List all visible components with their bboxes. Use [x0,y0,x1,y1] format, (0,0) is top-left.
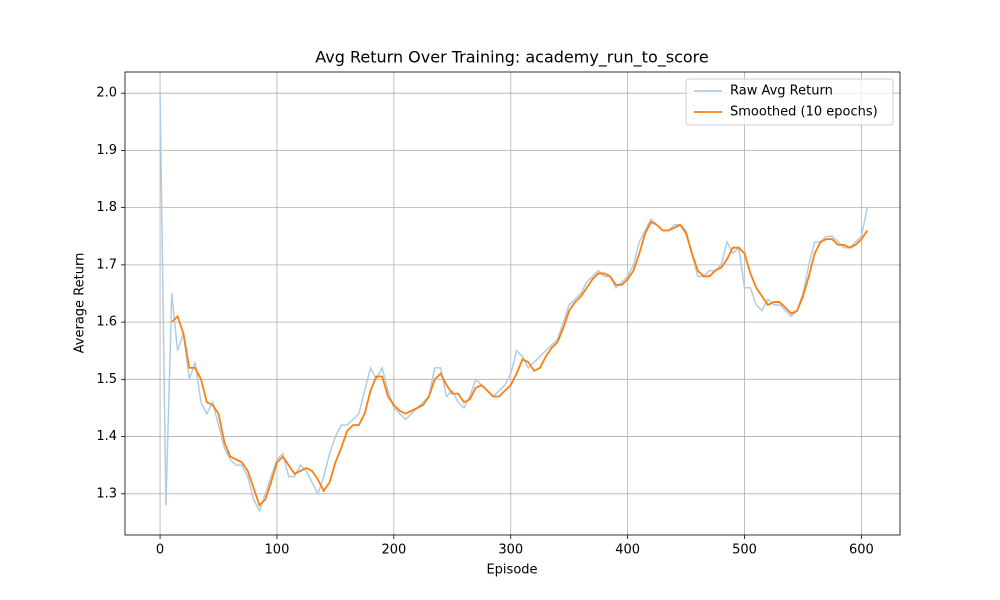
chart-title: Avg Return Over Training: academy_run_to… [315,48,708,68]
x-tick-label: 300 [498,543,523,558]
x-tick-label: 200 [381,543,406,558]
x-axis-label: Episode [486,563,537,578]
legend-label: Raw Avg Return [730,84,833,99]
line-series [159,93,869,513]
x-tick-label: 0 [156,543,164,558]
legend: Raw Avg Return Smoothed (10 epochs) [685,78,894,126]
y-tick-label: 1.3 [96,486,117,501]
legend-box [685,78,894,126]
y-tick-label: 1.8 [96,200,117,215]
y-tick-label: 1.5 [96,372,117,387]
y-tick-label: 1.7 [96,257,117,272]
plot-frame [124,71,901,536]
legend-label: Smoothed (10 epochs) [730,105,878,120]
line-series [171,220,869,507]
y-tick-label: 1.9 [96,143,117,158]
y-tick-label: 2.0 [96,86,117,101]
y-axis-label: Average Return [73,253,88,354]
x-tick-label: 500 [732,543,757,558]
x-tick-label: 100 [265,543,290,558]
x-tick-label: 400 [615,543,640,558]
x-tick-label: 600 [849,543,874,558]
y-tick-label: 1.6 [96,315,117,330]
y-tick-label: 1.4 [96,429,117,444]
